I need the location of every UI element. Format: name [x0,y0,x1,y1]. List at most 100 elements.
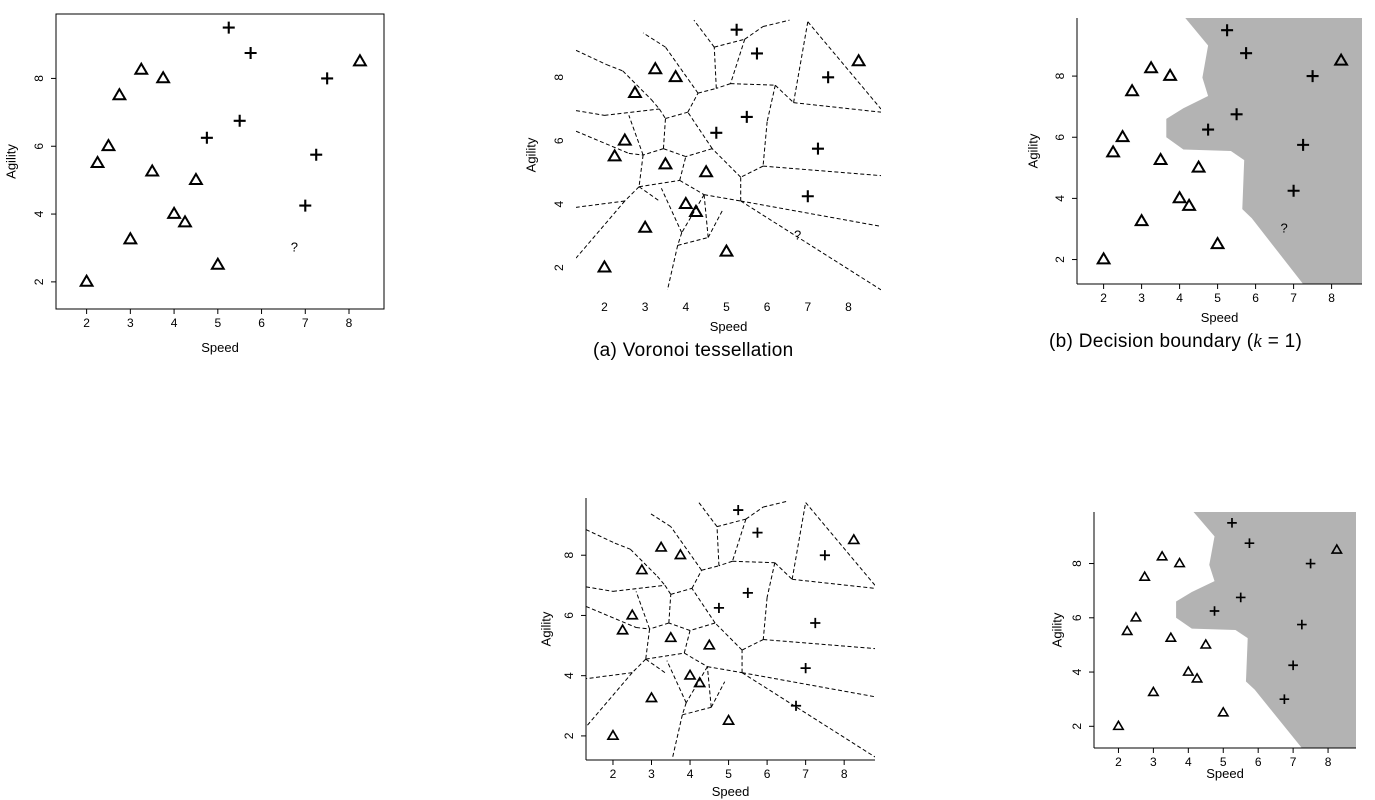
y-tick-label: 4 [1053,195,1067,202]
voronoi-edge [740,200,881,291]
voronoi-edge [649,512,672,528]
point-triangle [1173,556,1186,568]
series-triangle [606,533,861,741]
x-tick-label: 5 [214,316,221,330]
voronoi-edge [689,622,716,631]
series-triangle [78,53,368,287]
x-tick-label: 6 [764,767,771,781]
point-triangle [188,171,204,185]
voronoi-edge [642,148,664,156]
point-triangle [678,195,694,210]
point-plus [1306,70,1319,83]
point-plus [819,550,831,561]
point-plus [1227,518,1237,528]
voronoi-edge [679,156,687,181]
x-tick-label: 2 [610,767,617,781]
point-triangle [664,631,678,643]
query-point-label: ? [291,239,298,254]
series-triangle [596,53,867,273]
series-plus [200,21,334,212]
voronoi-edge [762,19,790,28]
point-triangle [1105,144,1121,158]
point-plus [713,602,725,614]
voronoi-edge [660,188,683,233]
voronoi-edge [766,85,776,122]
voronoi-edge [707,210,723,238]
voronoi-edge [681,702,687,715]
point-triangle [667,69,684,83]
point-triangle [1162,67,1178,81]
voronoi-edge [714,38,745,48]
point-plus [800,663,811,674]
voronoi-edge [645,652,685,660]
y-tick-label: 4 [562,672,576,679]
voronoi-edge [614,542,631,550]
x-tick-label: 4 [1185,755,1192,769]
point-triangle [1164,631,1177,643]
scatter-plot-1: 2 3 4 5 6 7 8 2 4 6 8 Speed Agility? [3,13,385,355]
x-tick-label: 6 [1255,755,1262,769]
x-tick-label: 2 [1115,755,1122,769]
point-triangle [1199,638,1212,649]
point-triangle [616,623,630,635]
point-plus [801,190,814,203]
y-tick-label: 6 [1070,614,1084,621]
point-plus [822,71,835,84]
caption-b: (b) Decision boundary (k = 1) [1049,331,1302,353]
y-tick-label: 2 [1053,256,1067,263]
series-triangle [1095,52,1349,265]
voronoi-edge [638,154,644,187]
point-plus [1230,108,1243,121]
x-axis-title: Speed [1201,310,1239,325]
voronoi-edge [636,626,650,630]
voronoi-edge [807,21,881,110]
point-plus [1279,694,1290,704]
decision-region-plus [1166,18,1362,284]
voronoi-edge [642,32,666,48]
y-tick-label: 4 [32,210,46,217]
point-triangle [111,87,128,101]
voronoi-edge [631,658,647,674]
voronoi-edge [691,570,703,589]
query-point-label: ? [1280,220,1287,235]
y-tick-label: 4 [552,201,566,208]
x-axis-title: Speed [712,784,750,799]
voronoi-edge [576,110,605,116]
voronoi-edge [586,672,633,728]
point-triangle [673,548,687,560]
caption-b-suffix: = 1) [1262,331,1303,352]
decision-boundary-plot-bottom: 2 3 4 5 6 7 8 2 4 6 8 Speed Agility [1049,512,1356,781]
point-triangle [718,243,735,257]
voronoi-edge [744,26,764,40]
decision-region-plus [1176,512,1356,748]
voronoi-edge [586,672,633,680]
point-triangle [617,132,633,146]
point-triangle [1330,543,1343,554]
voronoi-edge [805,502,875,586]
point-plus [1202,123,1215,136]
voronoi-edge [586,529,616,544]
point-triangle [177,214,193,228]
point-plus [1297,138,1310,151]
y-tick-label: 4 [1070,668,1084,675]
point-triangle [1190,159,1207,173]
voronoi-edge [576,49,607,66]
voronoi-edge [665,46,699,94]
voronoi-edge [586,605,637,628]
caption-a-prefix: (a) [593,340,623,361]
voronoi-edge [766,562,776,598]
point-triangle [1152,151,1169,166]
point-triangle [693,676,707,688]
point-plus [790,700,802,711]
series-triangle [1112,543,1343,731]
point-triangle [1114,129,1131,143]
y-axis-title: Agility [3,144,18,179]
voronoi-edge [697,87,717,94]
voronoi-edge [606,64,623,72]
y-tick-label: 8 [552,74,566,81]
point-triangle [606,148,623,162]
point-triangle [850,53,867,67]
point-triangle [1156,550,1169,561]
y-axis-title: Agility [523,137,538,172]
point-triangle [1095,251,1112,265]
